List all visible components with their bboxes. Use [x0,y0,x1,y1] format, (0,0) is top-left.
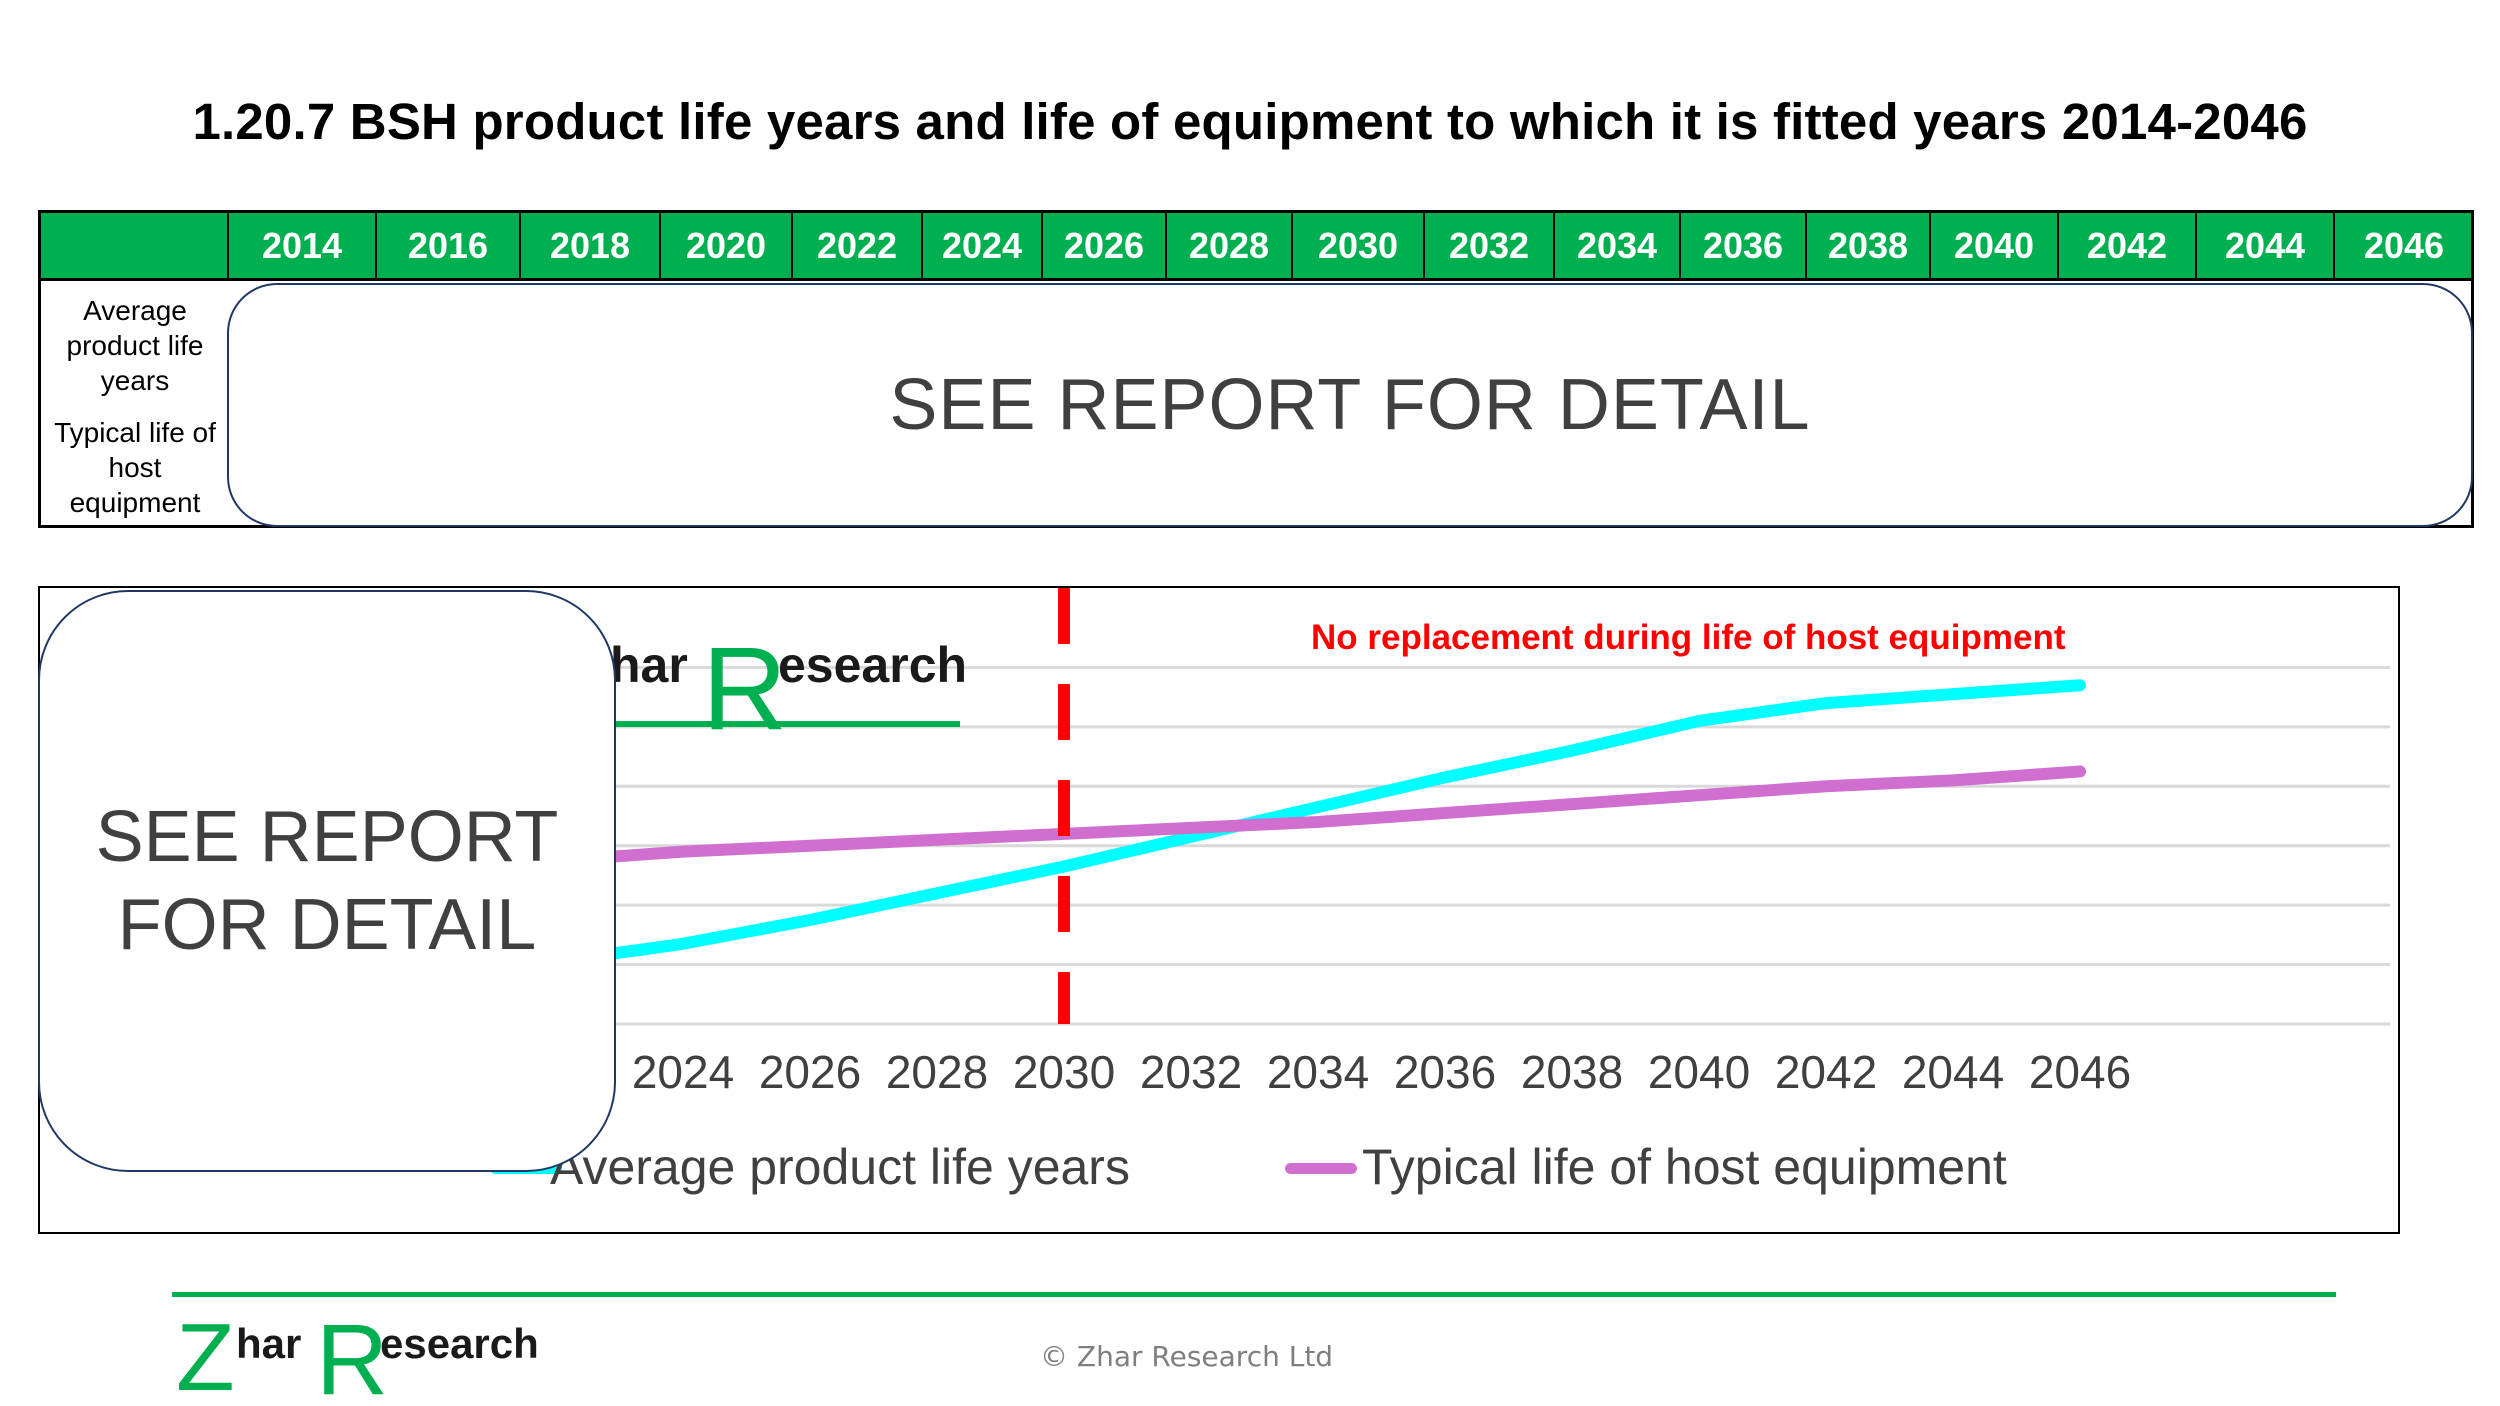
x-tick-label: 2030 [1013,1046,1115,1098]
year-header-2028: 2028 [1165,213,1291,278]
table-header-row: 2014 2016 2018 2020 2022 2024 2026 2028 2030 2032… [41,213,2471,281]
chart-overlay-text: SEE REPORT FOR DETAIL [95,797,559,965]
year-header-2042: 2042 [2057,213,2195,278]
x-tick-label: 2024 [632,1046,734,1098]
table-overlay-text: SEE REPORT FOR DETAIL [889,365,1811,445]
year-header-2018: 2018 [519,213,659,278]
x-tick-label: 2036 [1394,1046,1496,1098]
year-header-2034: 2034 [1553,213,1679,278]
year-header-2026: 2026 [1041,213,1165,278]
x-tick-label: 2040 [1648,1046,1750,1098]
footer-logo-z: Z [176,1304,235,1400]
x-tick-label: 2034 [1267,1046,1369,1098]
x-tick-label: 2046 [2029,1046,2131,1098]
year-header-2030: 2030 [1291,213,1423,278]
x-tick-label: 2032 [1140,1046,1242,1098]
x-tick-label: 2028 [886,1046,988,1098]
series-line-host-equipment-life [423,765,2086,876]
x-tick-label: 2042 [1775,1046,1877,1098]
logo-text-har: har [610,637,688,693]
table-report-overlay: SEE REPORT FOR DETAIL [227,283,2473,527]
legend-label-host: Typical life of host equipment [1362,1139,2007,1195]
chart-report-overlay: SEE REPORT FOR DETAIL [38,590,616,1172]
logo-text-r: R [702,634,787,744]
footer-logo-esearch: esearch [380,1320,539,1367]
year-header-2022: 2022 [791,213,921,278]
footer-logo-r: R [316,1304,388,1400]
footer-logo: Z har R esearch [176,1304,539,1400]
year-header-2040: 2040 [1929,213,2057,278]
legend-label-average: Average product life years [550,1139,1130,1195]
year-header-2044: 2044 [2195,213,2333,278]
year-header-2014: 2014 [227,213,375,278]
year-header-2020: 2020 [659,213,791,278]
x-tick-label: 2044 [1902,1046,2004,1098]
footer-divider [172,1292,2336,1297]
footer-logo-har: har [236,1320,301,1367]
year-header-2036: 2036 [1679,213,1805,278]
row-label-host-life: Typical life of host equipment [54,417,216,518]
year-header-2046: 2046 [2333,213,2473,278]
forecast-table: 2014 2016 2018 2020 2022 2024 2026 2028 2030 2032… [38,210,2474,528]
year-header-2024: 2024 [921,213,1041,278]
row-label-average-life: Average product life years [66,295,204,396]
chart-annotation: No replacement during life of host equip… [1305,618,2072,658]
year-header-2016: 2016 [375,213,519,278]
x-tick-label: 2038 [1521,1046,1623,1098]
logo-text-esearch: esearch [778,637,967,693]
legend-swatch-host [1285,1163,1357,1174]
x-tick-label: 2026 [759,1046,861,1098]
page-title: 1.20.7 BSH product life years and life o… [192,93,2308,150]
copyright: © Zhar Research Ltd [1040,1340,1334,1373]
zhar-research-logo: har R esearch [610,634,967,744]
year-header-2038: 2038 [1805,213,1929,278]
year-header-2032: 2032 [1423,213,1553,278]
